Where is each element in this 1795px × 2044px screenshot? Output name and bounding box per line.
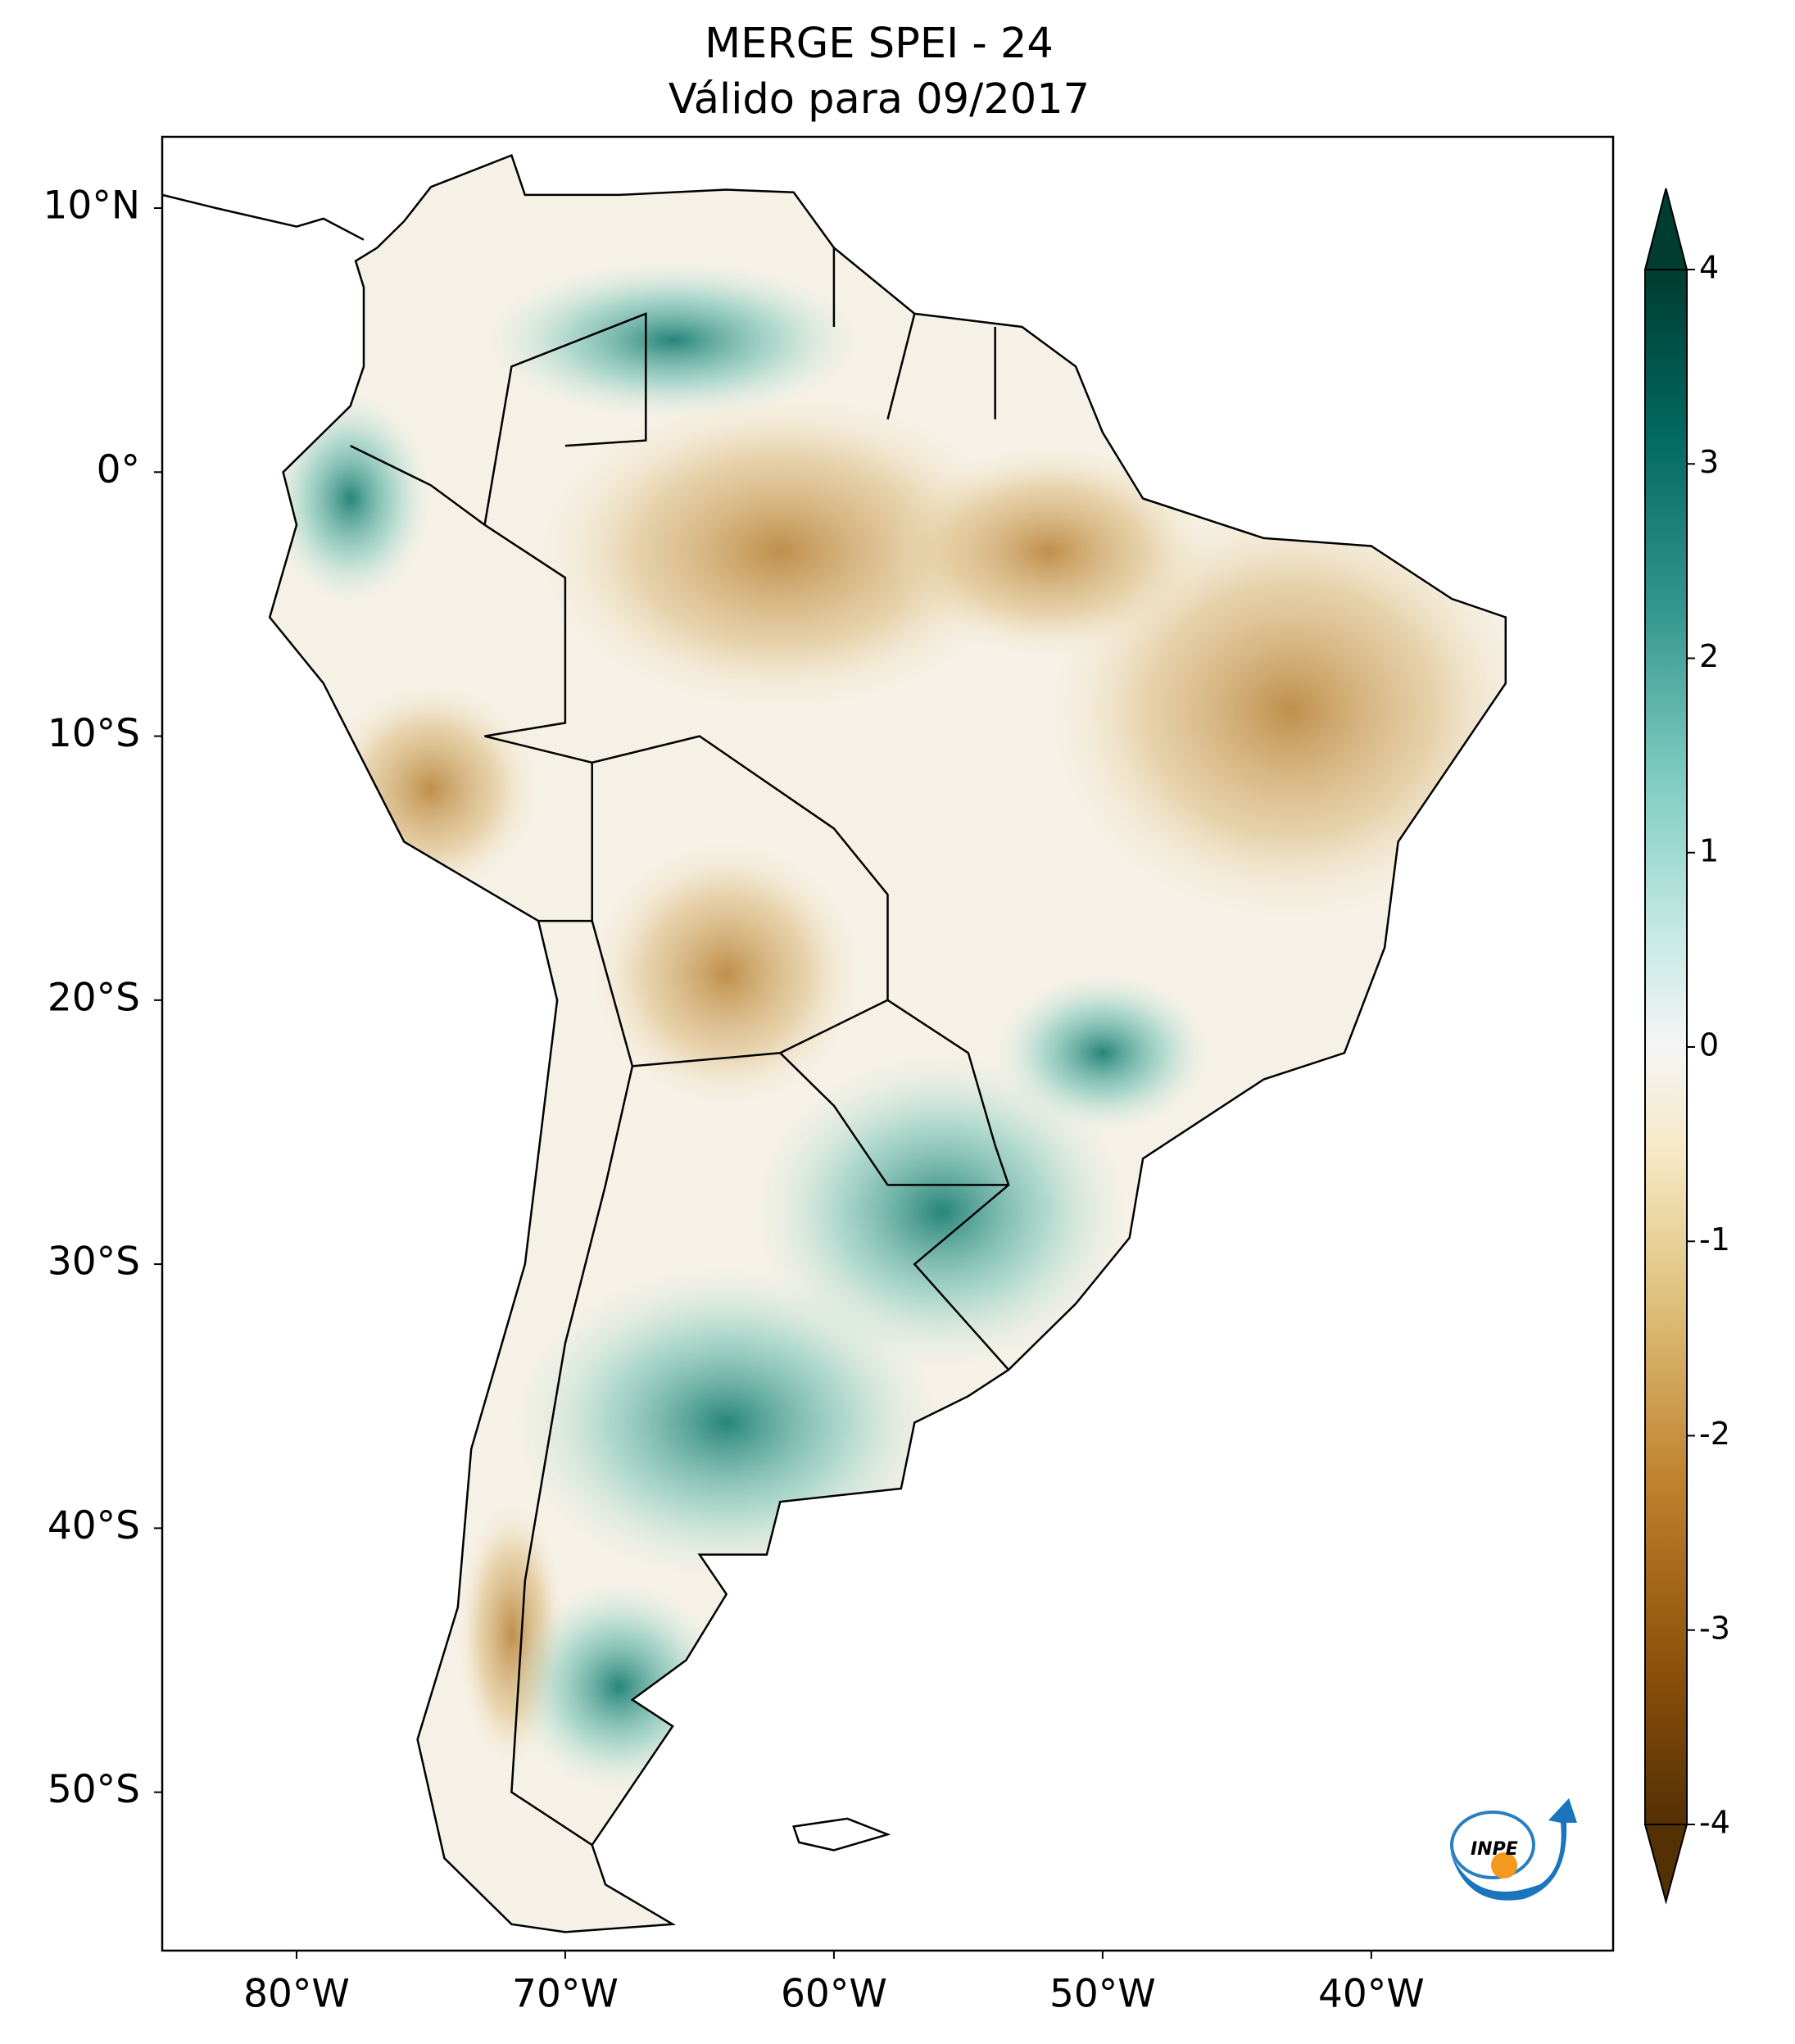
brown-region [592,841,861,1106]
colorbar-extend-max [1643,188,1688,270]
x-tick-label: 60°W [781,1972,887,2017]
y-tick-label: 20°S [48,975,140,1020]
brown-region [323,683,539,895]
logo: INPE [1450,1798,1577,1901]
y-tick-label: 30°S [48,1240,140,1285]
y-tick-label: 10°S [48,711,140,756]
border [483,312,647,525]
border [350,444,486,526]
y-tick-label: 40°S [48,1503,140,1548]
teal-region [995,973,1211,1132]
brown-region [887,446,1211,657]
map [161,153,1507,1933]
colorbar-body [1644,269,1688,1825]
falkland-islands [792,1817,891,1851]
logo-ring [1450,1811,1535,1879]
border [886,313,916,420]
teal-region [270,392,431,605]
border [483,523,1010,1371]
colorbar-tick-label: -3 [1699,1610,1730,1646]
coastline [268,153,1507,1933]
colorbar-tick-label: 1 [1699,832,1719,868]
colorbar-tick-label: -1 [1699,1221,1730,1258]
colorbar-tick-label: -2 [1699,1416,1730,1452]
logo-arrow [1450,1798,1577,1901]
colorbar-tick-label: -4 [1699,1805,1730,1841]
x-tick-label: 70°W [512,1972,619,2017]
x-tick-label: 80°W [243,1972,350,2017]
x-tick-label: 40°W [1318,1972,1425,2017]
colorbar-extend-min [1643,1824,1688,1905]
logo-dot [1491,1852,1517,1879]
colorbar-tick-label: 4 [1699,250,1719,286]
colorbar: 4 3 2 1 0 -1 -2 -3 -4 [1643,188,1730,1905]
border [510,1066,634,1847]
colorbar-tick-label: 3 [1699,444,1719,480]
y-tick-label: 10°N [43,184,140,229]
x-tick-label: 50°W [1049,1972,1156,2017]
colorbar-tick-label: 2 [1699,638,1719,674]
teal-region [484,261,861,419]
brown-region [538,392,1022,710]
colorbar-tick-label: 0 [1699,1027,1719,1063]
teal-region [511,1580,727,1792]
border [779,1052,1009,1186]
title: MERGE SPEI - 24 [705,20,1054,68]
y-tick-label: 0° [97,447,140,492]
y-tick-label: 50°S [48,1767,140,1812]
subtitle: Válido para 09/2017 [669,75,1090,124]
teal-region [753,1053,1130,1371]
logo-text: INPE [1471,1839,1518,1860]
map-frame [161,135,1615,1952]
central-america [161,193,365,241]
